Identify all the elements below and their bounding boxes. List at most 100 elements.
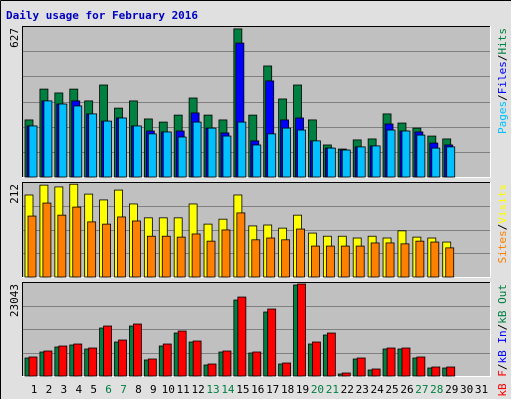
bar (147, 133, 157, 178)
bar (266, 237, 276, 278)
x-tick-label: 2 (46, 383, 53, 396)
legend: Pages/Files/Hits (496, 28, 509, 134)
bar (191, 233, 201, 278)
bar (162, 131, 172, 178)
bar (72, 206, 82, 278)
bar (222, 135, 232, 178)
x-tick-label: 22 (341, 383, 354, 396)
bar (386, 129, 396, 178)
x-tick-label: 29 (445, 383, 458, 396)
chart-title: Daily usage for February 2016 (6, 9, 198, 22)
x-tick-label: 7 (120, 383, 127, 396)
x-tick-label: 23 (356, 383, 369, 396)
bar (117, 216, 126, 278)
bar (42, 202, 52, 278)
bar (341, 149, 351, 178)
bar (206, 240, 216, 278)
bar (43, 350, 53, 377)
bar (371, 145, 381, 178)
x-tick-label: 15 (236, 383, 249, 396)
bar (430, 241, 440, 278)
bar (236, 212, 246, 278)
bar (133, 323, 142, 377)
bar (28, 356, 38, 377)
bar (162, 343, 172, 377)
bar (237, 296, 247, 377)
legend-separator: / (496, 324, 509, 331)
bar (73, 105, 83, 178)
bar (401, 347, 411, 377)
bar (356, 357, 366, 377)
bar (371, 368, 381, 377)
bar (87, 221, 97, 278)
bar (251, 239, 261, 278)
bar (400, 243, 410, 278)
bar (281, 239, 291, 278)
bar (43, 100, 53, 178)
x-tick-label: 3 (61, 383, 68, 396)
bar (58, 103, 68, 178)
legend-separator: / (496, 364, 509, 371)
bar (446, 146, 456, 178)
bar (356, 146, 366, 178)
bar (312, 140, 321, 178)
bar (147, 358, 157, 377)
legend-entry: kB F (496, 370, 509, 397)
bar (282, 362, 292, 377)
bar (252, 144, 262, 178)
legend-entry: Files (496, 61, 509, 94)
legend-separator: / (496, 94, 509, 101)
x-tick-label: 10 (162, 383, 175, 396)
bar (103, 325, 112, 377)
x-tick-label: 9 (150, 383, 157, 396)
legend-entry: kB In (496, 330, 509, 363)
x-tick-label: 19 (296, 383, 309, 396)
bar (88, 113, 98, 178)
x-tick-label: 4 (75, 383, 82, 396)
bar (192, 121, 202, 178)
bar (133, 125, 142, 178)
legend-entry: Visits (496, 184, 509, 224)
x-tick-label: 11 (177, 383, 190, 396)
x-tick-label: 31 (475, 383, 488, 396)
x-tick-label: 14 (221, 383, 235, 396)
bar (282, 127, 292, 178)
legend-separator: / (496, 55, 509, 62)
legend-entry: Hits (496, 28, 509, 55)
bar (431, 147, 441, 178)
bar (132, 220, 141, 278)
x-tick-label: 27 (415, 383, 428, 396)
bar (57, 214, 67, 278)
x-tick-label: 18 (281, 383, 294, 396)
bar (325, 245, 335, 278)
bar (341, 372, 351, 377)
bar (267, 133, 277, 178)
bar (58, 345, 68, 377)
x-tick-label: 25 (385, 383, 398, 396)
y-max-label: 23043 (8, 284, 21, 317)
bar (146, 235, 156, 278)
bar (326, 332, 336, 377)
bar (386, 347, 396, 377)
bar (237, 121, 247, 178)
bar (340, 245, 350, 278)
x-tick-label: 13 (206, 383, 219, 396)
x-tick-label: 16 (251, 383, 264, 396)
bar (415, 240, 425, 278)
bar (416, 134, 426, 178)
bar (177, 136, 187, 178)
bar (207, 363, 217, 377)
x-tick-label: 5 (90, 383, 97, 396)
bar (312, 341, 321, 377)
bar (88, 347, 98, 377)
legend-entry: kB Out (496, 284, 509, 324)
legend-separator: / (496, 224, 509, 231)
y-max-label: 212 (8, 184, 21, 204)
bar (28, 125, 38, 178)
bar (446, 366, 456, 377)
legend: kB F/kB In/kB Out (496, 284, 509, 397)
bar (118, 117, 127, 178)
bar (177, 330, 187, 377)
x-tick-label: 1 (31, 383, 38, 396)
